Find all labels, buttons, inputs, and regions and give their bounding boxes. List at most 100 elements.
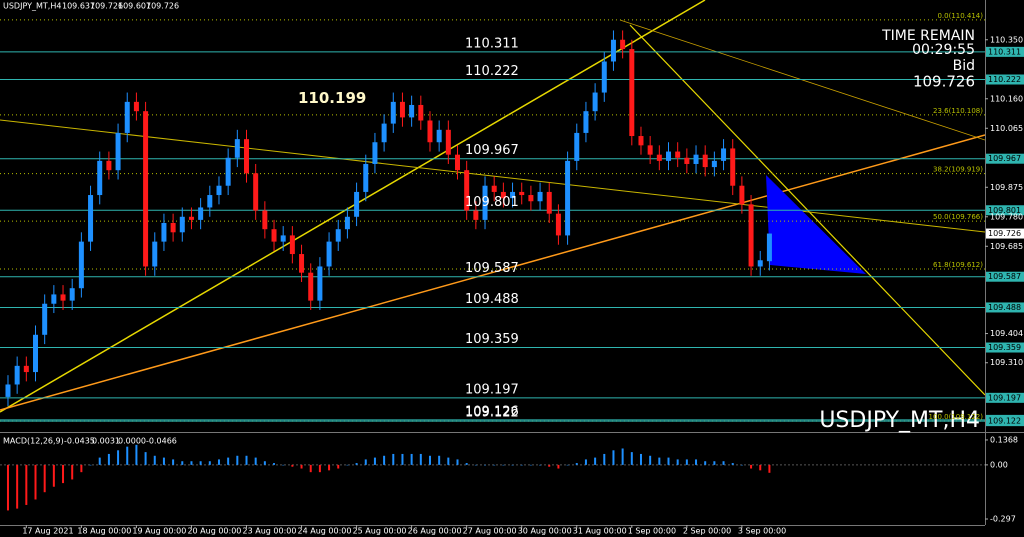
candle-body: [418, 104, 424, 121]
macd-bar: [190, 461, 193, 465]
candle-body: [78, 241, 84, 289]
macd-bar: [493, 464, 496, 466]
macd-bar: [117, 450, 120, 465]
macd-bar: [612, 450, 615, 465]
macd-bar: [438, 455, 441, 465]
x-tick-label: 17 Aug 2021: [22, 527, 73, 536]
candle-body: [675, 151, 681, 158]
macd-bar: [16, 464, 19, 509]
candle-body: [354, 191, 360, 217]
level-price-box: [986, 302, 1024, 313]
macd-bar: [447, 457, 450, 465]
candle-body: [317, 266, 323, 301]
x-tick-label: 23 Aug 00:00: [243, 527, 297, 536]
candle-body: [69, 288, 75, 301]
candle-body: [97, 160, 103, 196]
level-price-box: [986, 392, 1024, 403]
y-tick-label: -0.297: [990, 514, 1016, 523]
level-label: 109.122: [465, 406, 519, 421]
fib-label: 23.6(110.108): [933, 107, 983, 115]
macd-bar: [768, 464, 771, 473]
candle-body: [33, 334, 39, 373]
x-tick-label: 19 Aug 00:00: [132, 527, 186, 536]
candle-body: [381, 123, 387, 143]
trend-line: [0, 134, 985, 411]
x-tick-label: 27 Aug 00:00: [463, 527, 517, 536]
macd-bar: [107, 453, 110, 465]
candle-body: [721, 148, 727, 161]
macd-bar: [355, 463, 358, 465]
level-price-label: 110.222: [988, 75, 1021, 84]
candle-body: [234, 139, 240, 158]
level-price-box: [986, 74, 1024, 85]
macd-bar: [318, 464, 321, 473]
candle-body: [308, 272, 314, 301]
macd-title: MACD(12,26,9): [3, 437, 64, 446]
ohlc-readout: 109.637: [62, 2, 95, 11]
candle-body: [106, 160, 112, 171]
candle-body: [583, 111, 589, 133]
macd-bar: [273, 463, 276, 465]
y-tick-label: 0.1368: [990, 435, 1018, 444]
macd-bar: [282, 464, 285, 466]
y-tick-label: 110.350: [990, 35, 1023, 44]
level-label: 109.967: [465, 143, 519, 158]
candle-body: [262, 210, 268, 230]
macd-bar: [630, 452, 633, 465]
candle-body: [528, 195, 534, 202]
candle-body: [702, 154, 708, 168]
y-tick-label: 110.065: [990, 124, 1023, 133]
candle-body: [244, 139, 250, 174]
y-tick-label: 0.00: [990, 460, 1008, 469]
fib-label: 61.8(109.612): [933, 261, 983, 269]
candle-body: [170, 222, 176, 233]
level-price-label: 109.122: [988, 417, 1021, 426]
candle-body: [289, 235, 295, 255]
macd-bar: [731, 463, 734, 465]
candle-body: [23, 365, 29, 373]
macd-bar: [456, 459, 459, 465]
x-tick-label: 2 Sep 00:00: [683, 527, 731, 536]
candle-body: [748, 204, 754, 267]
macd-bar: [658, 457, 661, 465]
x-tick-label: 1 Sep 00:00: [628, 527, 676, 536]
fib-label: 50.0(109.766): [933, 213, 983, 221]
annotation: 110.199: [298, 89, 366, 107]
macd-readout: 0.0031: [92, 437, 120, 446]
candle-body: [133, 101, 139, 112]
macd-bar: [6, 464, 9, 511]
macd-bar: [25, 464, 28, 505]
candle-body: [60, 294, 66, 301]
candle-body: [592, 92, 598, 112]
macd-bar: [639, 453, 642, 465]
candle-body: [500, 191, 506, 199]
candle-body: [280, 235, 286, 242]
candle-body: [574, 132, 580, 161]
macd-bar: [71, 464, 74, 480]
level-price-label: 109.488: [988, 303, 1021, 312]
candle-body: [143, 111, 149, 267]
level-label: 110.311: [465, 36, 519, 51]
macd-bar: [685, 459, 688, 465]
macd-bar: [474, 464, 477, 466]
x-tick-label: 25 Aug 00:00: [353, 527, 407, 536]
candle-body: [510, 191, 516, 199]
macd-bar: [43, 464, 46, 493]
macd-bar: [80, 464, 83, 473]
macd-bar: [135, 444, 138, 465]
macd-bar: [465, 463, 468, 465]
macd-bar: [584, 459, 587, 465]
candle-body: [684, 157, 690, 164]
candle-body: [629, 49, 635, 137]
macd-bar: [557, 464, 560, 469]
macd-bar: [603, 453, 606, 465]
macd-bar: [759, 464, 762, 471]
fib-label: 0.0(110.414): [937, 12, 983, 20]
timer-label: TIME REMAIN: [881, 28, 975, 44]
ohlc-readout: 109.726: [146, 2, 179, 11]
level-price-box: [986, 46, 1024, 57]
candle-body: [152, 241, 158, 267]
macd-bar: [328, 464, 331, 471]
candle-body: [464, 170, 470, 211]
candle-body: [455, 154, 461, 171]
